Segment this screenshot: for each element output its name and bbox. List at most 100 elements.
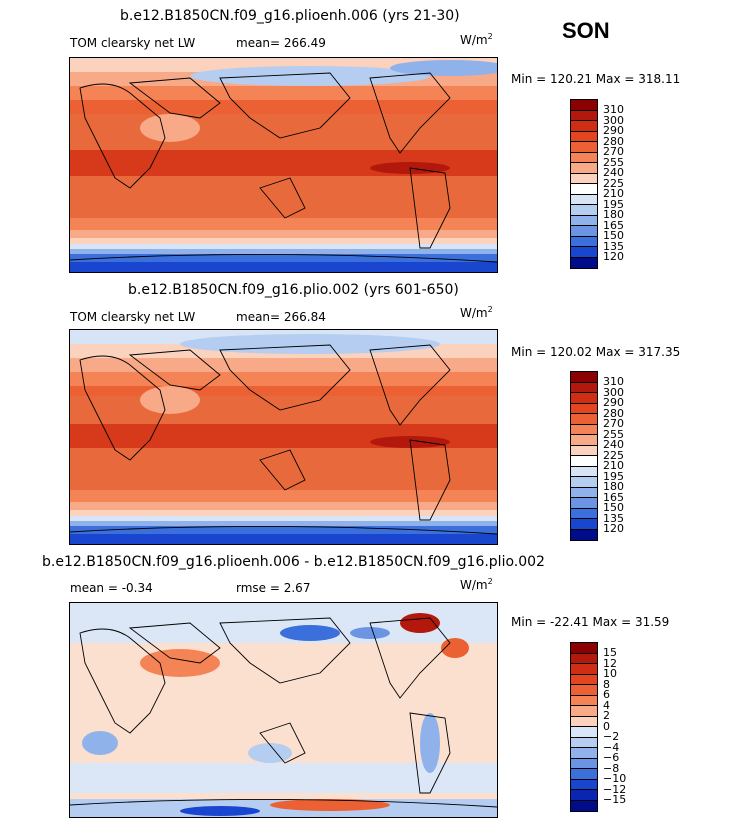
colorbar-swatch [571, 508, 597, 519]
colorbar-tick-label: 225 [603, 448, 624, 462]
panel-3-colorbar [570, 642, 598, 812]
colorbar-tick-label: 280 [603, 134, 624, 148]
colorbar-tick-label: 210 [603, 459, 624, 472]
panel-2-mean-label: mean= 266.84 [236, 310, 326, 324]
colorbar-swatch [571, 184, 597, 195]
colorbar-tick-label: 280 [603, 406, 624, 420]
colorbar-swatch [571, 414, 597, 425]
colorbar-tick-label: 4 [603, 698, 610, 712]
colorbar-tick-label: 135 [603, 511, 624, 525]
panel-1-minmax: Min = 120.21 Max = 318.11 [511, 72, 681, 86]
colorbar-tick-label: 180 [603, 480, 624, 493]
colorbar-tick-label: 6 [603, 688, 610, 701]
panel-3-title: b.e12.B1850CN.f09_g16.plioenh.006 - b.e1… [42, 554, 545, 570]
colorbar-tick-label: −10 [603, 772, 627, 785]
colorbar-tick-label: 290 [603, 396, 624, 409]
colorbar-swatch [571, 779, 597, 790]
colorbar-swatch [571, 435, 597, 446]
colorbar-swatch [571, 424, 597, 435]
colorbar-swatch [571, 727, 597, 738]
panel-1-variable-label: TOM clearsky net LW [70, 36, 196, 50]
colorbar-tick-label: 310 [603, 375, 624, 388]
colorbar-swatch [571, 372, 597, 383]
colorbar-swatch [571, 142, 597, 153]
colorbar-tick-label: 2 [603, 709, 610, 722]
panel-2-map [69, 329, 498, 545]
colorbar-tick-label: −2 [603, 730, 620, 743]
colorbar-swatch [571, 664, 597, 675]
colorbar-swatch [571, 257, 597, 268]
colorbar-swatch [571, 121, 597, 132]
panel-3-mean-label: mean = -0.34 [70, 581, 153, 595]
colorbar-swatch [571, 653, 597, 664]
panel-2-minmax: Min = 120.02 Max = 317.35 [511, 345, 681, 359]
colorbar-tick-label: −8 [603, 761, 620, 775]
colorbar-tick-label: 12 [603, 656, 617, 670]
season-label: SON [562, 18, 610, 43]
colorbar-swatch [571, 382, 597, 393]
colorbar-swatch [571, 758, 597, 769]
colorbar-tick-label: 195 [603, 197, 624, 211]
colorbar-tick-label: −4 [603, 740, 620, 754]
colorbar-swatch [571, 215, 597, 226]
colorbar-tick-label: 300 [603, 385, 624, 399]
colorbar-tick-label: 10 [603, 667, 617, 680]
colorbar-swatch [571, 477, 597, 488]
colorbar-tick-label: 300 [603, 113, 624, 127]
colorbar-swatch [571, 685, 597, 696]
colorbar-tick-label: 255 [603, 155, 624, 169]
colorbar-swatch [571, 403, 597, 414]
colorbar-swatch [571, 737, 597, 748]
colorbar-swatch [571, 716, 597, 727]
colorbar-swatch [571, 529, 597, 540]
panel-2-units: W/m2 [460, 305, 493, 320]
colorbar-swatch [571, 110, 597, 121]
colorbar-swatch [571, 706, 597, 717]
colorbar-tick-label: −6 [603, 751, 620, 764]
colorbar-tick-label: 310 [603, 103, 624, 116]
colorbar-tick-label: −12 [603, 782, 627, 796]
colorbar-swatch [571, 519, 597, 530]
colorbar-tick-label: 195 [603, 469, 624, 483]
colorbar-tick-label: 150 [603, 229, 624, 242]
colorbar-swatch [571, 800, 597, 811]
colorbar-tick-label: 150 [603, 501, 624, 514]
colorbar-tick-label: 255 [603, 427, 624, 441]
colorbar-swatch [571, 205, 597, 216]
panel-1-colorbar [570, 99, 598, 269]
colorbar-tick-label: 8 [603, 677, 610, 691]
colorbar-tick-label: 290 [603, 124, 624, 137]
colorbar-tick-label: 165 [603, 490, 624, 504]
panel-2-variable-label: TOM clearsky net LW [70, 310, 196, 324]
colorbar-swatch [571, 466, 597, 477]
colorbar-swatch [571, 790, 597, 801]
panel-1-units: W/m2 [460, 32, 493, 47]
colorbar-swatch [571, 487, 597, 498]
colorbar-swatch [571, 173, 597, 184]
colorbar-tick-label: 240 [603, 166, 624, 179]
colorbar-tick-label: 135 [603, 239, 624, 253]
colorbar-swatch [571, 163, 597, 174]
colorbar-tick-label: 210 [603, 187, 624, 200]
colorbar-tick-label: 180 [603, 208, 624, 221]
colorbar-swatch [571, 643, 597, 654]
panel-3-units: W/m2 [460, 577, 493, 592]
colorbar-swatch [571, 445, 597, 456]
colorbar-swatch [571, 674, 597, 685]
colorbar-swatch [571, 131, 597, 142]
panel-2-title: b.e12.B1850CN.f09_g16.plio.002 (yrs 601-… [128, 282, 459, 298]
colorbar-tick-label: 0 [603, 719, 610, 733]
colorbar-swatch [571, 456, 597, 467]
panel-1-title: b.e12.B1850CN.f09_g16.plioenh.006 (yrs 2… [120, 8, 460, 24]
panel-3-rmse-label: rmse = 2.67 [236, 581, 311, 595]
colorbar-tick-label: 225 [603, 176, 624, 190]
colorbar-swatch [571, 236, 597, 247]
colorbar-tick-label: 15 [603, 646, 617, 659]
colorbar-swatch [571, 393, 597, 404]
colorbar-swatch [571, 498, 597, 509]
panel-1-map [69, 57, 498, 273]
colorbar-tick-label: 165 [603, 218, 624, 232]
panel-3-minmax: Min = -22.41 Max = 31.59 [511, 615, 670, 629]
colorbar-tick-label: 240 [603, 438, 624, 451]
colorbar-tick-label: 120 [603, 522, 624, 535]
